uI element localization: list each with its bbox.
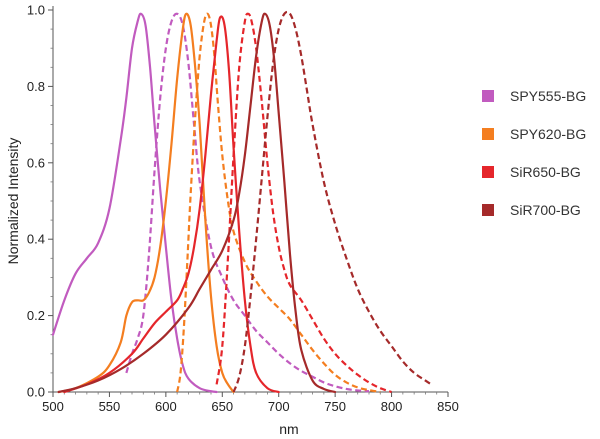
x-tick-label: 800: [381, 399, 403, 414]
series-line-sir650-bg-excitation: [63, 15, 280, 394]
x-tick-label: 550: [99, 399, 121, 414]
legend-swatch-sir650-bg: [482, 166, 494, 178]
x-tick-label: 650: [211, 399, 233, 414]
x-tick-label: 600: [155, 399, 177, 414]
y-tick-label: 1.0: [27, 3, 45, 18]
series-line-spy555-bg-excitation: [51, 12, 218, 394]
series-line-sir700-bg-excitation: [57, 12, 337, 394]
legend-label-sir650-bg: SiR650-BG: [510, 164, 581, 180]
y-tick-label: 0.8: [27, 79, 45, 94]
legend: SPY555-BG SPY620-BG SiR650-BG SiR700-BG: [482, 88, 586, 218]
legend-label-spy555-bg: SPY555-BG: [510, 88, 586, 104]
series-line-spy620-bg-emission: [176, 12, 381, 394]
x-tick-label: 750: [324, 399, 346, 414]
y-tick-label: 0.2: [27, 308, 45, 323]
plot-area: [51, 10, 432, 394]
series-line-spy555-bg-emission: [125, 12, 370, 393]
y-axis-title: Normalized Intensity: [5, 138, 21, 265]
x-tick-label: 850: [437, 399, 459, 414]
axes: 500 550 600 650 700 750 800 850 0.0 0.2 0.4 0.6 0.8 1…: [27, 3, 459, 415]
y-tick-label: 0.0: [27, 385, 45, 400]
legend-swatch-spy555-bg: [482, 90, 494, 102]
legend-swatch-sir700-bg: [482, 204, 494, 216]
legend-label-spy620-bg: SPY620-BG: [510, 126, 586, 142]
x-tick-label: 500: [42, 399, 64, 414]
y-tick-label: 0.4: [27, 232, 45, 247]
y-tick-label: 0.6: [27, 155, 45, 170]
x-tick-label: 700: [268, 399, 290, 414]
legend-label-sir700-bg: SiR700-BG: [510, 202, 581, 218]
legend-swatch-spy620-bg: [482, 128, 494, 140]
x-axis-title: nm: [279, 421, 298, 437]
series-line-sir700-bg-emission: [232, 10, 432, 393]
series-line-spy620-bg-excitation: [57, 12, 235, 394]
